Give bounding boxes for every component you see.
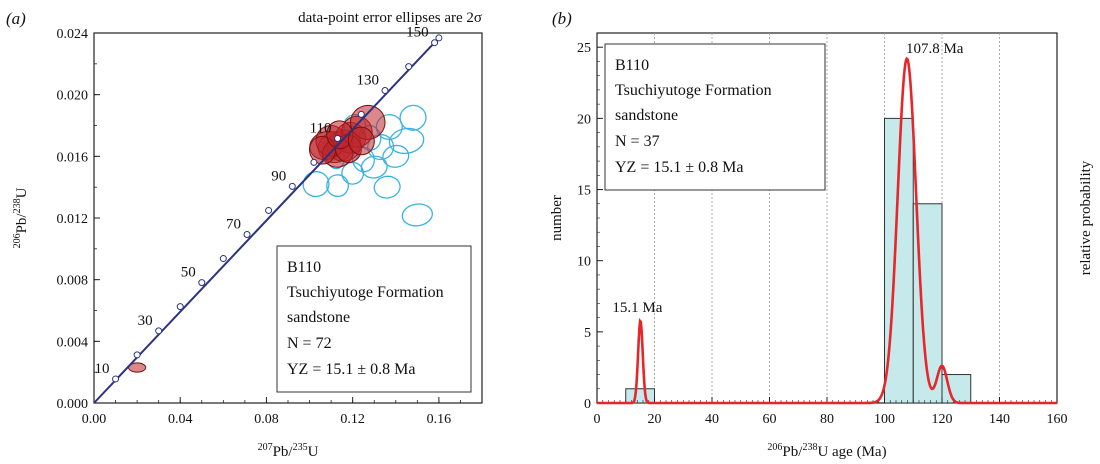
panel-a-concordia-age-label: 150	[406, 25, 429, 41]
panel-a-y-tick-label: 0.008	[57, 274, 89, 289]
panel-b-annotations: 15.1 Ma 107.8 Ma	[612, 41, 963, 316]
panel-a-concordia: 10 30 50 70 90 110 130 150	[93, 25, 443, 404]
panel-a-y-tick-label: 0.004	[57, 335, 89, 350]
panel-a-ticks: 0.00 0.04 0.08 0.12 0.16 0.000 0.004 0.008 0.012…	[57, 27, 483, 427]
panel-a-concordia-age-label: 110	[310, 120, 332, 136]
panel-a: (a) data-point error ellipses are 2σ 0.0…	[6, 9, 483, 460]
panel-a-concordia-marker	[288, 182, 296, 190]
panel-b-legend-yz: YZ = 15.1 ± 0.8 Ma	[615, 159, 743, 176]
panel-b-y2-axis-label: relative probability	[1078, 160, 1094, 275]
panel-a-concordia-marker	[198, 279, 206, 287]
panel-a-y-tick-label: 0.020	[57, 89, 89, 104]
panel-b-x-tick-label: 140	[989, 412, 1010, 427]
panel-b-y-axis-label: number	[549, 195, 565, 241]
panel-a-concordia-age-label: 30	[138, 313, 153, 329]
panel-b-label: (b)	[552, 9, 572, 28]
panel-b-ticks: 0 20 40 60 80 100 120 140 160 0 5 10 15 20 25	[577, 32, 1068, 427]
panel-a-concordia-marker	[405, 63, 413, 71]
panel-b-x-tick-label: 100	[874, 412, 895, 427]
panel-a-y-tick-label: 0.000	[57, 397, 89, 412]
panel-b-histogram-bar	[625, 388, 655, 404]
panel-a-x-tick-label: 0.00	[82, 412, 107, 427]
panel-b-legend-formation: Tsuchiyutoge Formation	[615, 82, 772, 99]
panel-b-peak-annotation: 107.8 Ma	[906, 41, 964, 57]
panel-a-legend: B110 Tsuchiyutoge Formation sandstone N …	[276, 245, 472, 393]
panel-b: (b) 0 20 40 60 80 100 120 140 160 0 5 10 15 20 25 15.1…	[549, 9, 1094, 460]
panel-a-concordia-age-label: 130	[357, 73, 380, 89]
panel-b-y-tick-label: 10	[577, 255, 591, 270]
panel-b-histogram-bar	[941, 374, 972, 404]
panel-a-concordia-marker	[357, 110, 365, 118]
panel-a-blue-ellipse	[401, 203, 434, 227]
panel-a-concordia-age-label: 10	[95, 361, 110, 377]
panel-a-legend-count: N = 72	[287, 335, 332, 352]
panel-a-legend-box	[276, 245, 472, 393]
panel-b-legend-box	[604, 43, 826, 191]
panel-a-y-tick-label: 0.016	[57, 150, 89, 165]
panel-b-curve	[597, 56, 1057, 405]
panel-a-concordia-marker	[265, 206, 273, 214]
panel-a-legend-yz: YZ = 15.1 ± 0.8 Ma	[287, 361, 415, 378]
panel-b-y-tick-label: 5	[584, 326, 591, 341]
panel-b-probability-curve	[597, 56, 1057, 405]
panel-b-legend-sample: B110	[615, 57, 649, 74]
panel-a-concordia-marker	[310, 158, 318, 166]
panel-a-y-tick-label: 0.024	[57, 27, 89, 42]
panel-a-legend-sample: B110	[287, 259, 321, 276]
panel-b-x-tick-label: 60	[763, 412, 777, 427]
panel-a-note: data-point error ellipses are 2σ	[298, 10, 482, 26]
panel-a-concordia-marker	[435, 34, 443, 42]
panel-a-red-ellipse	[347, 126, 375, 156]
panel-a-concordia-age-label: 50	[181, 265, 196, 281]
panel-a-legend-formation: Tsuchiyutoge Formation	[287, 284, 444, 301]
panel-a-x-tick-label: 0.12	[340, 412, 365, 427]
panel-b-legend-count: N = 37	[615, 133, 660, 150]
panel-b-y-tick-label: 25	[577, 41, 591, 56]
panel-b-x-tick-label: 80	[820, 412, 834, 427]
panel-b-x-axis-label: 206Pb/238U age (Ma)	[767, 442, 886, 460]
panel-a-blue-ellipse	[326, 174, 350, 198]
panel-b-x-tick-label: 160	[1047, 412, 1068, 427]
panel-a-concordia-age-label: 70	[226, 216, 241, 232]
panel-b-legend-lithology: sandstone	[615, 107, 678, 124]
panel-a-concordia-marker	[219, 255, 227, 263]
panel-b-x-tick-label: 20	[648, 412, 662, 427]
panel-a-label: (a)	[6, 9, 26, 28]
panel-b-y-tick-label: 20	[577, 112, 591, 127]
panel-a-y-tick-label: 0.012	[57, 212, 89, 227]
panel-a-x-tick-label: 0.04	[168, 412, 193, 427]
panel-a-concordia-marker	[133, 351, 141, 359]
panel-a-x-tick-label: 0.16	[427, 412, 452, 427]
panel-a-concordia-marker	[155, 327, 163, 335]
panel-b-x-tick-label: 120	[932, 412, 953, 427]
panel-a-concordia-marker	[431, 39, 439, 47]
panel-a-blue-ellipse	[382, 144, 410, 168]
panel-a-concordia-age-label: 90	[271, 168, 286, 184]
panel-a-concordia-marker	[112, 375, 120, 383]
panel-b-y-tick-label: 0	[584, 397, 591, 412]
panel-a-y-axis-label: 206Pb/238U	[12, 187, 30, 248]
panel-a-concordia-marker	[381, 87, 389, 95]
panel-b-y-tick-label: 15	[577, 184, 591, 199]
panel-b-legend: B110 Tsuchiyutoge Formation sandstone N …	[604, 43, 826, 191]
panel-a-concordia-marker	[176, 303, 184, 311]
panel-b-x-tick-label: 40	[705, 412, 719, 427]
panel-a-x-tick-label: 0.08	[254, 412, 279, 427]
panel-b-x-tick-label: 0	[594, 412, 601, 427]
panel-a-concordia-marker	[243, 230, 251, 238]
panel-a-legend-lithology: sandstone	[287, 309, 350, 326]
panel-a-concordia-line	[93, 37, 440, 404]
panel-a-plot-area: 0.00 0.04 0.08 0.12 0.16 0.000 0.004 0.008 0.012…	[57, 25, 483, 427]
panel-a-x-axis-label: 207Pb/235U	[258, 442, 319, 460]
panel-b-peak-annotation: 15.1 Ma	[612, 300, 662, 316]
panel-a-concordia-marker	[334, 134, 342, 142]
panel-a-blue-ellipse	[373, 175, 401, 199]
